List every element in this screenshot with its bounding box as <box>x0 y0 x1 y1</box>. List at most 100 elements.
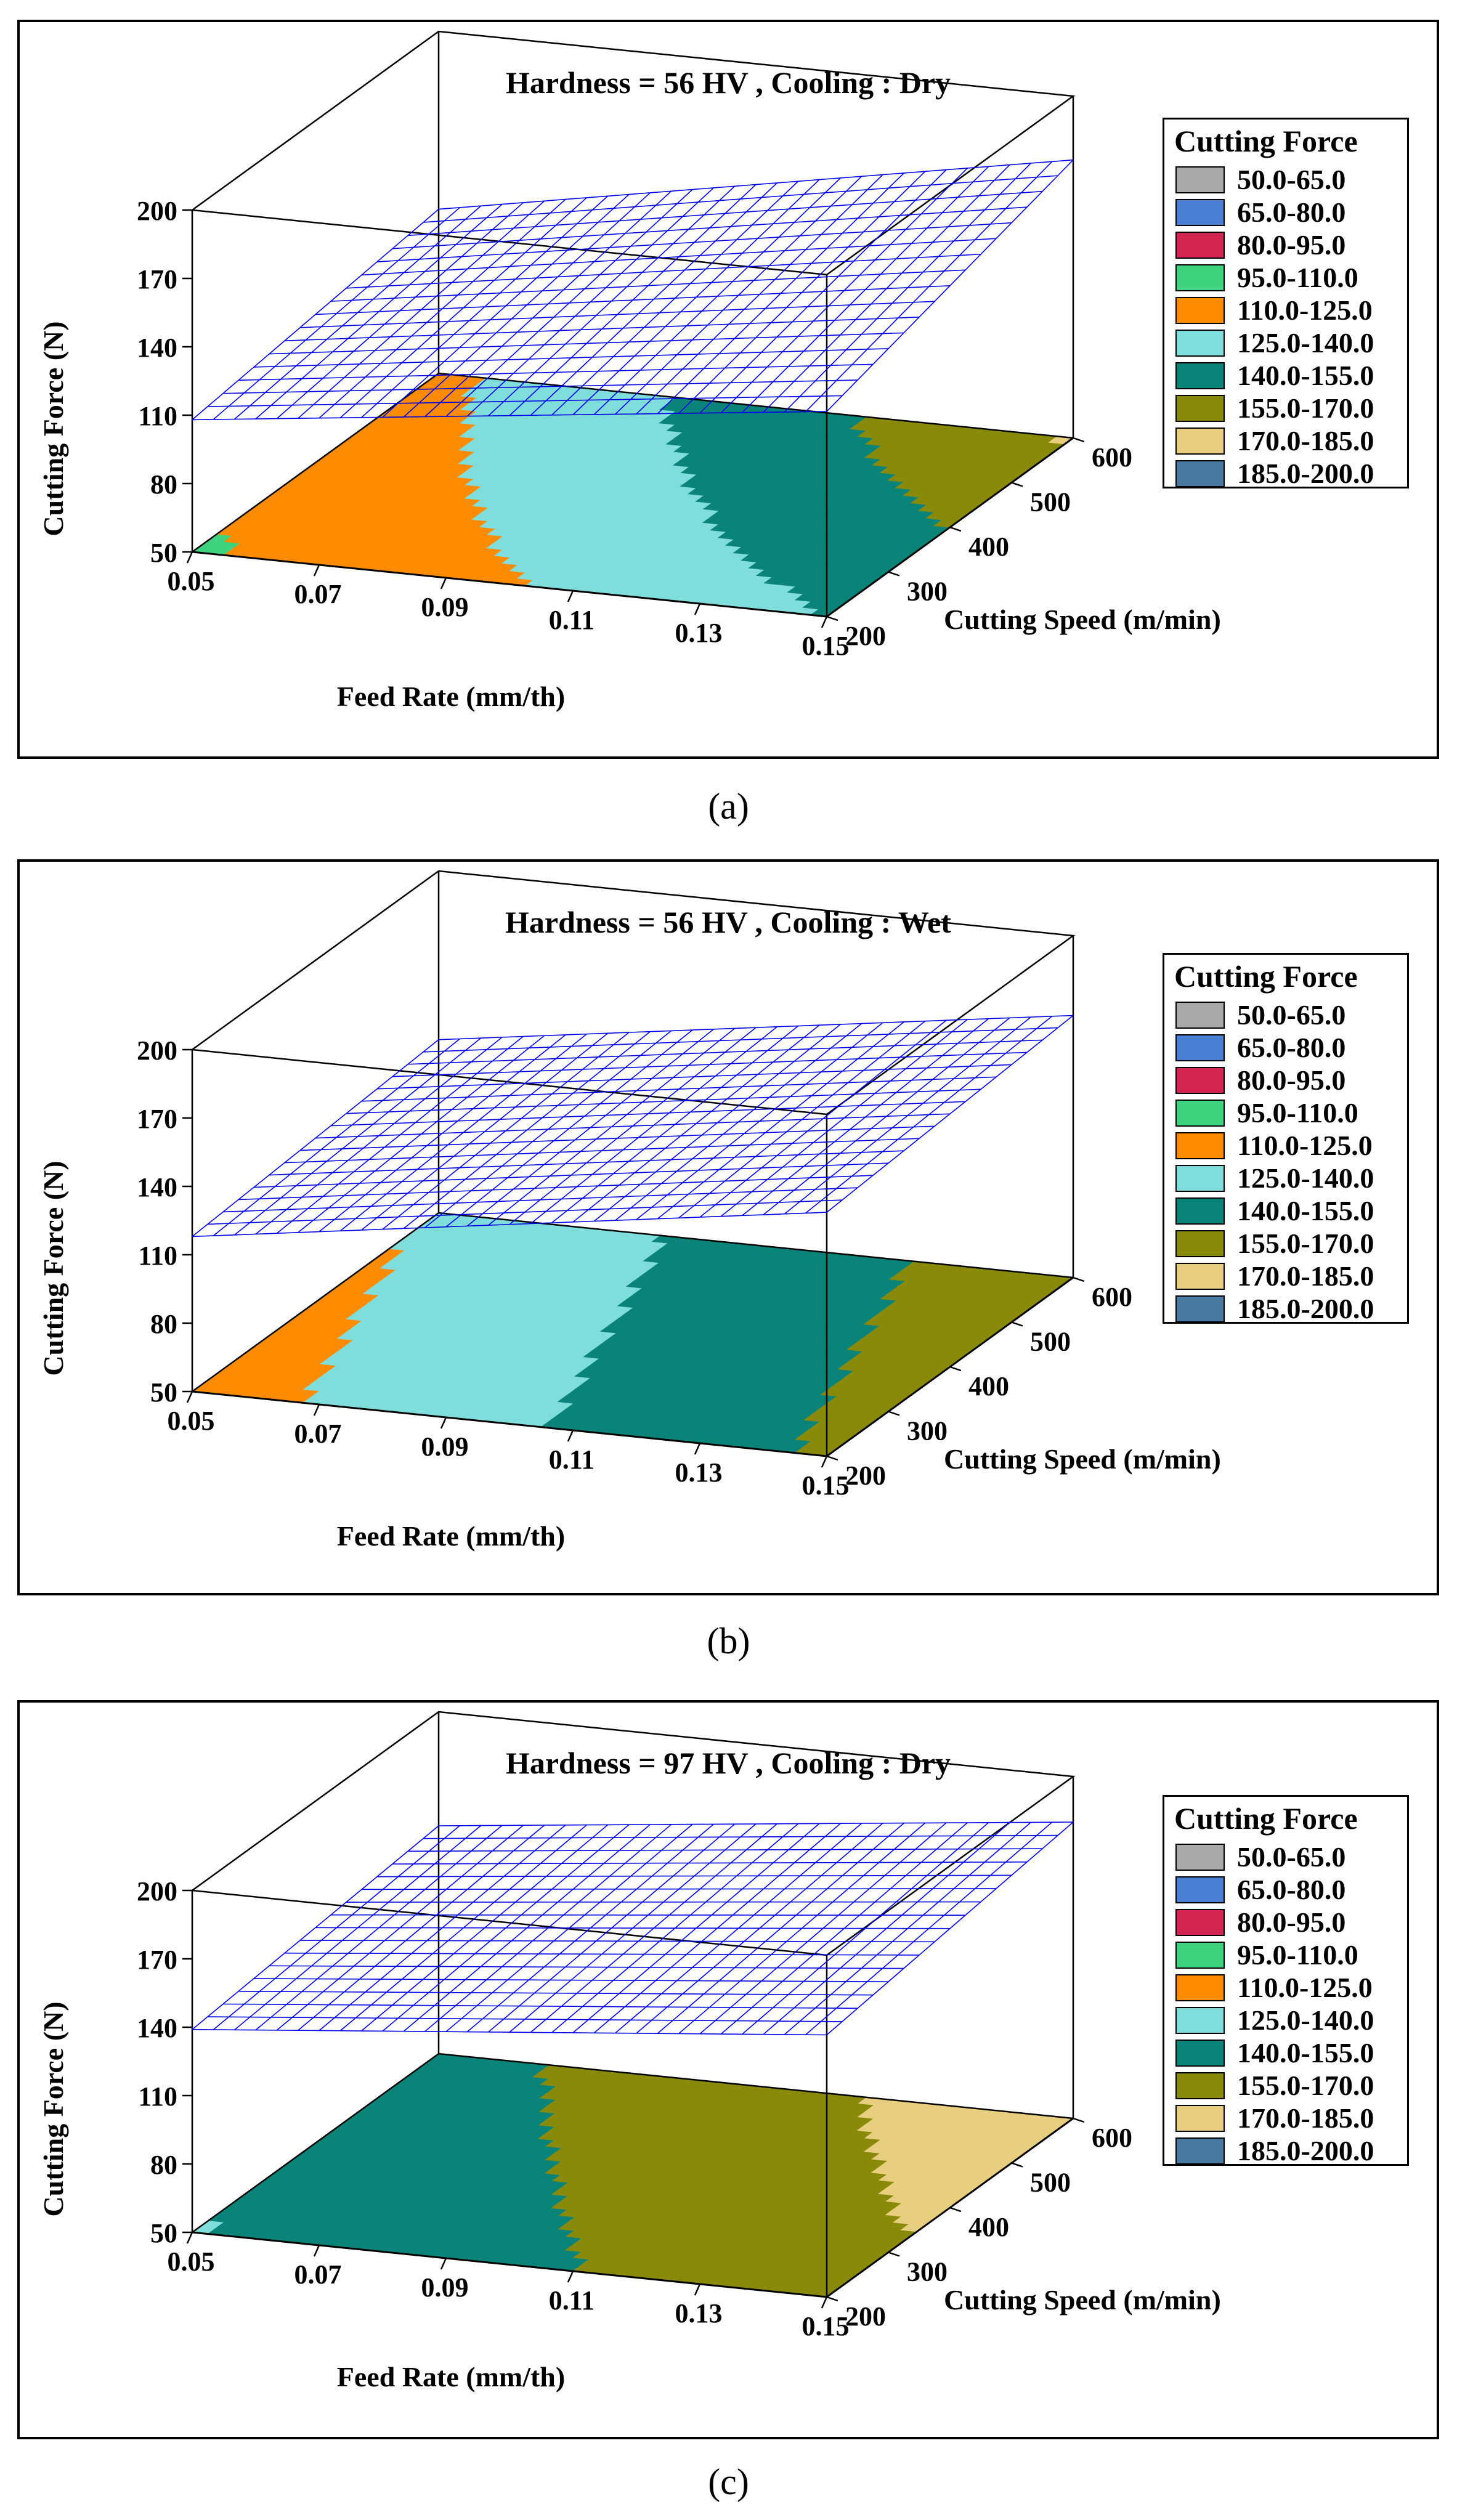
caption-a: (a) <box>0 785 1457 828</box>
z-tick-label: 110 <box>138 401 177 431</box>
mesh-line <box>678 1021 926 1218</box>
caption-a-text: (a) <box>708 786 749 827</box>
mesh-line <box>424 1824 672 2032</box>
legend-swatch <box>1175 2137 1225 2165</box>
x-tick <box>440 2258 447 2270</box>
legend-swatch <box>1175 297 1225 324</box>
mesh-line <box>509 184 757 416</box>
x-tick-label: 0.05 <box>168 566 215 596</box>
mesh-line <box>572 1024 820 1223</box>
y-tick <box>949 2206 962 2213</box>
mesh-line <box>424 190 672 418</box>
legend-swatch <box>1175 264 1225 291</box>
mesh-line <box>466 1029 714 1226</box>
y-tick-label: 600 <box>1092 1282 1132 1312</box>
legend-title: Cutting Force <box>1174 959 1358 994</box>
mesh-line <box>255 203 503 419</box>
x-tick-label: 0.07 <box>294 579 342 609</box>
box-back-floor <box>192 372 1074 553</box>
legend-label: 110.0-125.0 <box>1237 1130 1373 1161</box>
mesh-line <box>298 1825 545 2031</box>
legend-label: 65.0-80.0 <box>1237 196 1346 228</box>
x-axis-title: Feed Rate (mm/th) <box>337 1520 565 1552</box>
x-tick <box>440 1417 447 1429</box>
legend-label: 125.0-140.0 <box>1237 2004 1374 2036</box>
mesh-line <box>276 1035 524 1234</box>
floor-contour <box>191 373 1074 617</box>
mesh-line <box>615 1023 862 1221</box>
legend-item: 125.0-140.0 <box>1164 326 1405 359</box>
x-tick-label: 0.13 <box>675 618 723 648</box>
legend-label: 80.0-95.0 <box>1237 229 1346 261</box>
legend-label: 50.0-65.0 <box>1237 164 1346 195</box>
x-tick <box>186 551 193 564</box>
legend-item: 110.0-125.0 <box>1164 293 1405 326</box>
mesh-line <box>530 1026 777 1225</box>
mesh-line <box>361 1824 609 2032</box>
legend-swatch <box>1175 395 1225 422</box>
mesh-line <box>593 1024 841 1222</box>
x-tick <box>694 2283 701 2296</box>
legend-label: 95.0-110.0 <box>1237 1939 1358 1971</box>
legend-item: 125.0-140.0 <box>1164 2003 1405 2036</box>
plot-svg-b: Hardness = 56 HV , Cooling : Wet 50 80 110 1… <box>38 870 1221 1552</box>
caption-b: (b) <box>0 1620 1457 1663</box>
legend-item: 170.0-185.0 <box>1164 424 1405 456</box>
legend-item: 50.0-65.0 <box>1164 998 1405 1031</box>
legend-swatch <box>1175 1132 1225 1159</box>
legend-a: Cutting Force 50.0-65.0 65.0-80.0 80.0-95.… <box>1163 118 1409 489</box>
mesh-line <box>657 172 904 415</box>
x-tick-label: 0.13 <box>675 2298 723 2328</box>
legend-item: 50.0-65.0 <box>1164 1840 1405 1873</box>
legend-item: 80.0-95.0 <box>1164 1905 1405 1938</box>
legend-item: 140.0-155.0 <box>1164 2036 1405 2068</box>
chart-c: Hardness = 97 HV , Cooling : Dry 50 80 110 1… <box>38 1711 1221 2392</box>
legend-item: 65.0-80.0 <box>1164 1031 1405 1063</box>
mesh-line <box>276 202 524 419</box>
x-tick-label: 0.07 <box>294 1419 342 1449</box>
x-tick-label: 0.15 <box>802 2311 850 2341</box>
x-tick-label: 0.11 <box>549 2285 595 2315</box>
legend-swatch <box>1175 1067 1225 1094</box>
mesh-line <box>657 1021 904 1220</box>
y-tick-label: 200 <box>845 1461 886 1491</box>
z-tick-label: 140 <box>137 1172 177 1202</box>
y-tick <box>888 1411 900 1416</box>
legend-item: 50.0-65.0 <box>1164 163 1405 195</box>
mesh-line <box>742 166 989 413</box>
legend-item: 185.0-200.0 <box>1164 456 1405 489</box>
x-tick-label: 0.09 <box>421 592 469 622</box>
legend-label: 110.0-125.0 <box>1237 1972 1373 2003</box>
mesh-line <box>213 1038 460 1236</box>
y-tick-label: 600 <box>1092 2123 1132 2153</box>
mesh-line <box>593 177 841 415</box>
y-tick-label: 400 <box>968 532 1009 562</box>
legend-swatch <box>1175 427 1225 455</box>
legend-swatch <box>1175 1295 1225 1323</box>
y-tick-label: 200 <box>845 2301 886 2332</box>
z-tick-label: 170 <box>137 1945 177 1975</box>
z-tick-label: 50 <box>150 1377 177 1408</box>
z-tick-label: 50 <box>150 2218 177 2248</box>
legend-label: 185.0-200.0 <box>1237 1293 1374 1324</box>
mesh-line <box>234 205 482 420</box>
x-tick <box>313 1404 320 1416</box>
chart-panel-a: Hardness = 56 HV , Cooling : Dry 50 80 110 1… <box>17 20 1439 759</box>
mesh-line <box>678 171 926 414</box>
z-tick-label: 50 <box>150 538 177 568</box>
x-tick-label: 0.11 <box>549 605 595 635</box>
mesh-line <box>720 1822 968 2035</box>
y-tick-label: 500 <box>1030 2168 1071 2198</box>
mesh-line <box>192 2028 827 2036</box>
mesh-line <box>826 1015 1074 1213</box>
legend-swatch <box>1175 1165 1225 1192</box>
z-tick-label: 80 <box>150 1309 177 1339</box>
box-frame <box>190 30 1076 617</box>
legend-item: 95.0-110.0 <box>1164 1938 1405 1971</box>
x-tick <box>821 616 828 628</box>
mesh-line <box>382 1824 630 2032</box>
legend-label: 185.0-200.0 <box>1237 2135 1374 2166</box>
mesh-line <box>742 1822 989 2035</box>
legend-label: 50.0-65.0 <box>1237 999 1346 1031</box>
mesh-line <box>699 1822 947 2035</box>
